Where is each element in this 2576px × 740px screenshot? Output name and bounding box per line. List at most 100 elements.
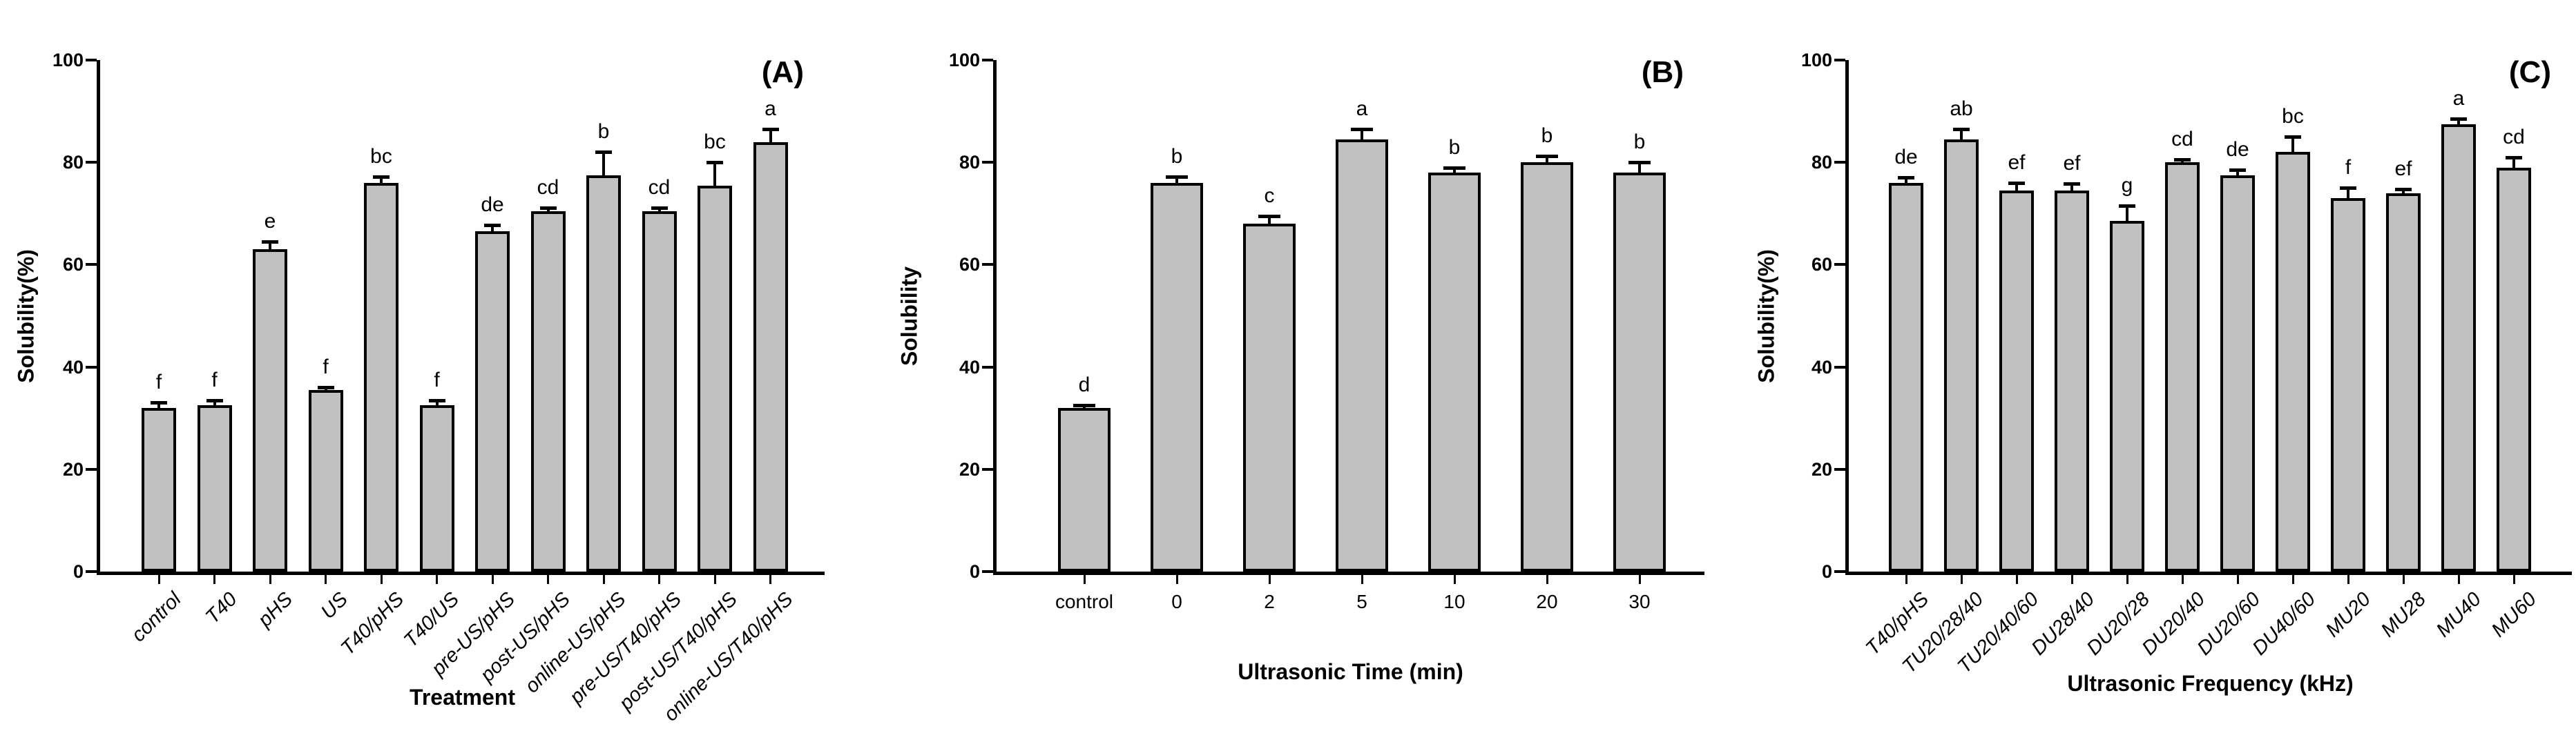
bar (1613, 173, 1666, 572)
x-tick-mark (547, 575, 549, 584)
error-bar-line (1268, 216, 1271, 224)
significance-letter: ab (1950, 97, 1973, 121)
error-bar-line (2291, 137, 2294, 153)
error-bar-cap (1351, 128, 1373, 132)
significance-letter: e (264, 210, 276, 233)
error-bar-line (713, 162, 716, 186)
panel-c: 0 20 40 60 80 100 de T40/pHS ab TU20/28/40 ef TU20/… (1717, 0, 2575, 740)
x-tick-label: US (317, 588, 353, 624)
error-bar-line (1361, 129, 1363, 139)
significance-letter: ef (2063, 152, 2081, 175)
error-bar-cap (428, 398, 445, 402)
bar (1944, 139, 1979, 572)
bar (642, 211, 677, 572)
error-bar-line (1960, 129, 1963, 139)
significance-letter: cd (537, 176, 559, 199)
y-tick-mark (86, 467, 97, 471)
y-tick-label: 0 (969, 561, 980, 582)
x-tick-mark (1453, 575, 1456, 584)
error-bar-line (2236, 170, 2239, 175)
y-tick-mark (982, 161, 993, 164)
bar (364, 182, 398, 572)
x-axis-line (1845, 572, 2572, 575)
error-bar-cap (1166, 175, 1188, 179)
error-bar-cap (1443, 166, 1465, 170)
y-tick-mark (982, 365, 993, 369)
error-bar-line (2015, 182, 2018, 191)
panel-label: (A) (761, 55, 804, 89)
error-bar-cap (1953, 128, 1970, 132)
x-tick-mark (1905, 575, 1907, 584)
error-bar-line (769, 129, 772, 142)
error-bar-cap (2506, 155, 2522, 159)
y-tick-label: 80 (62, 152, 84, 173)
x-axis-title: Treatment (410, 685, 515, 710)
y-tick-label: 20 (62, 458, 84, 480)
bar (2055, 190, 2089, 572)
x-tick-mark (436, 575, 438, 584)
error-bar-line (2347, 188, 2349, 199)
bar (698, 185, 732, 572)
error-bar-cap (2285, 135, 2301, 139)
bar (586, 175, 621, 572)
x-tick-mark (2181, 575, 2184, 584)
significance-letter: f (155, 371, 162, 394)
panel-a: 0 20 40 60 80 100 f control f T40 e pHS f US bc T40/pHS… (0, 0, 858, 740)
bar (197, 405, 232, 572)
error-bar-cap (151, 401, 167, 405)
y-axis-line (1845, 60, 1849, 575)
x-tick-mark (2291, 575, 2294, 584)
error-bar-line (2457, 119, 2460, 124)
x-tick-mark (2402, 575, 2405, 584)
error-bar-cap (2008, 181, 2025, 185)
x-tick-label: 10 (1443, 591, 1465, 612)
y-tick-label: 40 (1811, 356, 1832, 378)
x-tick-mark (1361, 575, 1363, 584)
y-tick-label: 80 (959, 152, 980, 173)
y-tick-mark (86, 161, 97, 164)
error-bar-cap (262, 240, 278, 244)
significance-letter: bc (2282, 105, 2304, 128)
significance-letter: c (1264, 184, 1275, 207)
bar (2165, 162, 2200, 572)
x-tick-label: control (127, 588, 186, 647)
x-tick-label: 0 (1171, 591, 1182, 612)
x-tick-label: MU40 (2432, 588, 2486, 642)
error-bar-line (380, 176, 383, 183)
error-bar-line (2070, 184, 2073, 191)
significance-letter: b (1448, 135, 1461, 159)
y-tick-mark (982, 59, 993, 61)
error-bar-cap (1073, 404, 1095, 408)
error-bar-line (1905, 177, 1907, 183)
error-bar-cap (2340, 186, 2356, 191)
y-tick-mark (982, 570, 993, 573)
error-bar-line (1546, 156, 1548, 163)
error-bar-cap (1536, 155, 1558, 159)
bar (2110, 221, 2144, 572)
error-bar-cap (484, 224, 501, 228)
error-bar-cap (206, 398, 223, 402)
x-tick-mark (658, 575, 660, 584)
error-bar-cap (373, 175, 390, 179)
y-tick-label: 60 (1811, 254, 1832, 275)
bar (530, 211, 566, 572)
significance-letter: g (2121, 174, 2133, 197)
y-tick-mark (86, 570, 97, 573)
x-tick-label: T40 (201, 588, 242, 628)
y-axis-title: Solubility(%) (13, 249, 39, 383)
significance-letter: f (323, 356, 329, 379)
x-axis-title: Ultrasonic Time (min) (1238, 659, 1463, 684)
bar (1243, 224, 1296, 572)
bar (1151, 182, 1203, 572)
significance-letter: b (1633, 130, 1646, 154)
significance-letter: cd (2503, 125, 2525, 148)
bar (1428, 173, 1481, 572)
error-bar-cap (1628, 161, 1651, 165)
significance-letter: f (2345, 156, 2352, 179)
y-tick-label: 40 (959, 356, 980, 378)
bar (1999, 190, 2034, 572)
significance-letter: de (481, 193, 504, 217)
y-tick-label: 60 (62, 254, 84, 275)
error-bar-cap (707, 161, 723, 165)
y-tick-mark (982, 263, 993, 266)
